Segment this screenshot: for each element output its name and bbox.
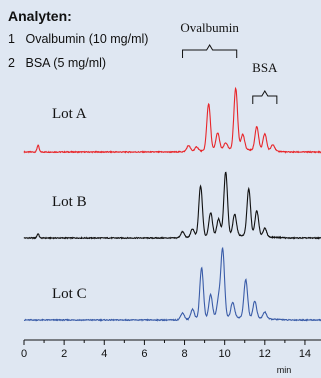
trace-lot-c: [23, 246, 321, 322]
trace-lot-a: [23, 86, 321, 154]
x-tick-label: 6: [141, 348, 147, 360]
legend-item-label: Ovalbumin (10 mg/ml): [25, 32, 149, 46]
annotation-label: Ovalbumin: [180, 20, 239, 35]
x-tick-label: 14: [299, 348, 311, 360]
annotation-label: BSA: [252, 60, 278, 75]
peak-annotations: Ovalbumin BSA: [180, 20, 278, 104]
annotation-bracket: [252, 90, 278, 104]
x-tick-label: 0: [21, 348, 27, 360]
series-label: Lot A: [52, 106, 87, 122]
chromatogram-traces: Lot A Lot B Lot C: [23, 86, 321, 322]
legend-item-number: 1: [8, 32, 15, 46]
series-label: Lot C: [52, 286, 87, 302]
x-axis-label: min: [277, 365, 292, 375]
legend-item-number: 2: [8, 56, 15, 70]
x-tick-label: 8: [181, 348, 187, 360]
series-label: Lot B: [52, 194, 87, 210]
x-tick-label: 4: [101, 348, 107, 360]
legend-item-label: BSA (5 mg/ml): [25, 56, 107, 70]
trace-lot-b: [23, 171, 321, 240]
x-axis: 0 2 4 6 8 10 12 14 min: [21, 339, 321, 375]
legend-item-2: 2 BSA (5 mg/ml): [8, 56, 106, 70]
x-tick-label: 12: [259, 348, 271, 360]
legend-title: Analyten:: [8, 8, 72, 24]
x-tick-label: 2: [61, 348, 67, 360]
annotation-bracket: [182, 44, 238, 58]
legend-item-1: 1 Ovalbumin (10 mg/ml): [8, 32, 148, 46]
x-tick-label: 10: [219, 348, 231, 360]
